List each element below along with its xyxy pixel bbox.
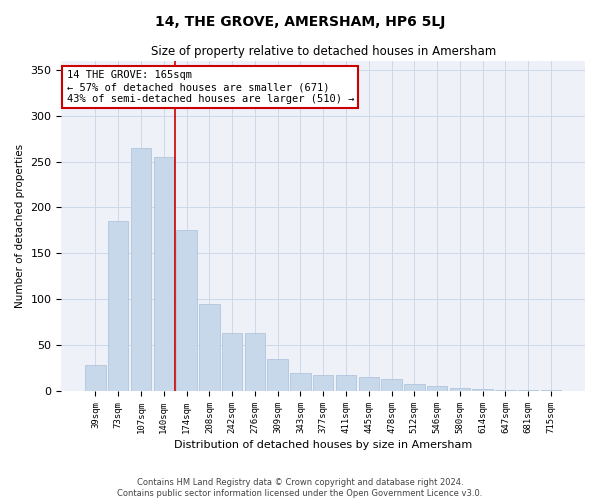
Bar — [131, 148, 151, 391]
X-axis label: Distribution of detached houses by size in Amersham: Distribution of detached houses by size … — [174, 440, 472, 450]
Bar — [518, 390, 538, 391]
Bar — [85, 366, 106, 391]
Y-axis label: Number of detached properties: Number of detached properties — [15, 144, 25, 308]
Bar — [427, 386, 448, 391]
Bar — [268, 359, 288, 391]
Bar — [336, 376, 356, 391]
Bar — [541, 390, 561, 391]
Bar — [359, 378, 379, 391]
Bar — [472, 389, 493, 391]
Bar — [449, 388, 470, 391]
Text: 14, THE GROVE, AMERSHAM, HP6 5LJ: 14, THE GROVE, AMERSHAM, HP6 5LJ — [155, 15, 445, 29]
Bar — [313, 374, 334, 391]
Bar — [176, 230, 197, 391]
Title: Size of property relative to detached houses in Amersham: Size of property relative to detached ho… — [151, 45, 496, 58]
Bar — [495, 390, 515, 391]
Bar — [245, 333, 265, 391]
Bar — [290, 372, 311, 391]
Bar — [404, 384, 425, 391]
Bar — [222, 333, 242, 391]
Bar — [199, 304, 220, 391]
Bar — [154, 157, 174, 391]
Text: 14 THE GROVE: 165sqm
← 57% of detached houses are smaller (671)
43% of semi-deta: 14 THE GROVE: 165sqm ← 57% of detached h… — [67, 70, 354, 104]
Bar — [108, 221, 128, 391]
Bar — [381, 379, 402, 391]
Text: Contains HM Land Registry data © Crown copyright and database right 2024.
Contai: Contains HM Land Registry data © Crown c… — [118, 478, 482, 498]
